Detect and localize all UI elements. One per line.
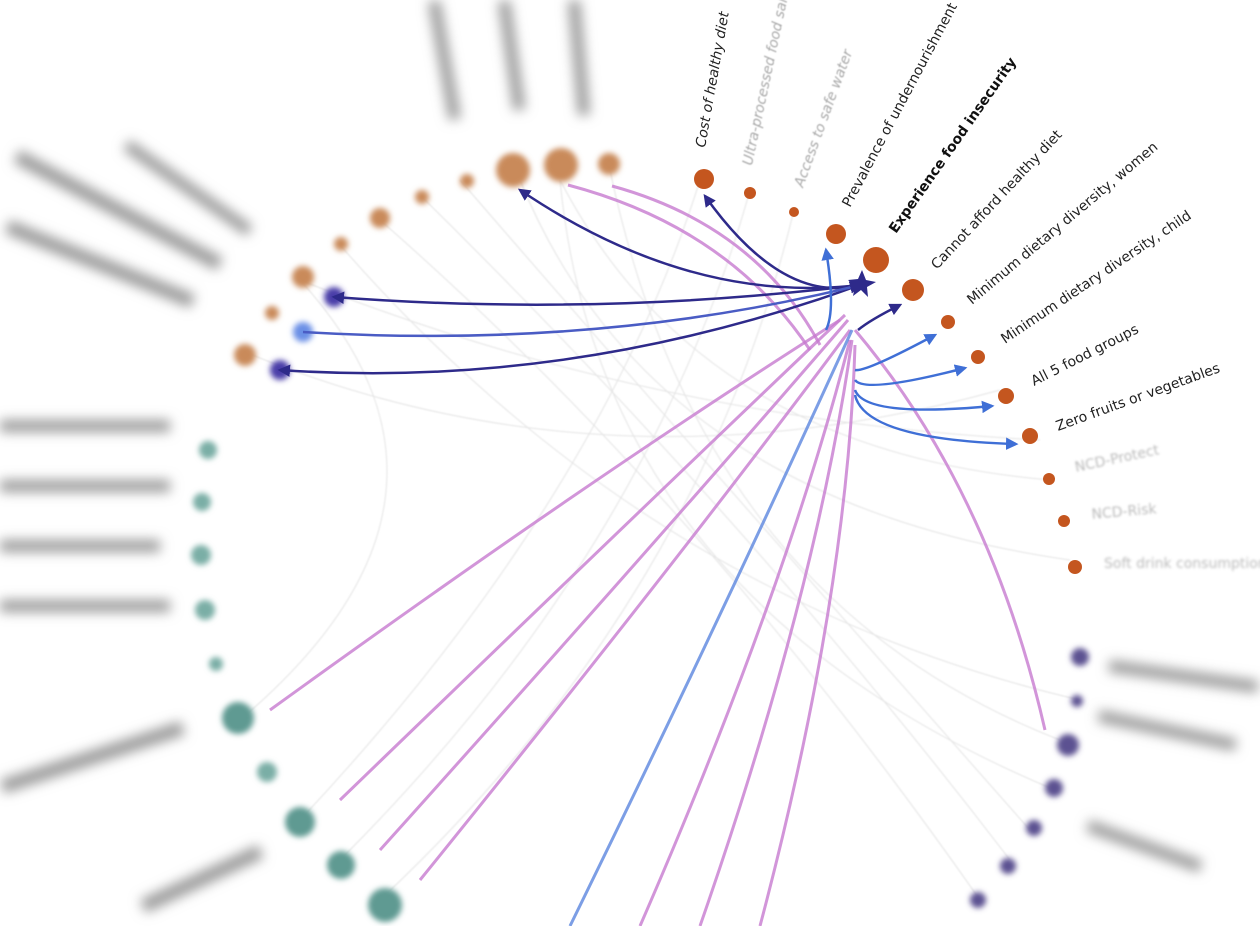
link (853, 329, 1047, 731)
node (694, 169, 714, 189)
link (854, 333, 938, 372)
node (863, 247, 889, 273)
node-label: Minimum dietary diversity, women (964, 139, 1161, 308)
link (568, 329, 854, 926)
link (821, 247, 834, 331)
link (269, 318, 841, 712)
node (789, 207, 799, 217)
node (744, 187, 756, 199)
background-links (239, 169, 1081, 901)
node (971, 350, 985, 364)
link (517, 188, 861, 290)
node (941, 315, 955, 329)
node (1043, 473, 1055, 485)
highlight-links (269, 183, 1047, 926)
node (1058, 515, 1070, 527)
link (853, 364, 968, 387)
link (611, 184, 822, 346)
link (853, 394, 1019, 450)
link (853, 389, 995, 414)
node-label: Cost of healthy diet (693, 10, 733, 149)
link (378, 319, 850, 852)
node-label: Zero fruits or vegetables (1054, 360, 1222, 434)
hub-star (848, 270, 876, 297)
link (638, 339, 852, 926)
blurred-nodes (191, 148, 1089, 922)
node-label: NCD-Protect (1074, 442, 1162, 476)
link (758, 344, 857, 926)
link (331, 283, 861, 306)
link (277, 283, 861, 377)
link (418, 329, 852, 881)
link (302, 281, 863, 338)
node-label: Minimum dietary diversity, child (998, 208, 1194, 348)
link (703, 193, 861, 290)
node-label: Soft drink consumption (1104, 556, 1260, 572)
link (567, 183, 812, 351)
node-label: All 5 food groups (1029, 322, 1142, 390)
link (338, 313, 847, 802)
node (998, 388, 1014, 404)
node-label: Prevalence of undernourishment (839, 0, 961, 210)
link (857, 303, 903, 331)
node (1068, 560, 1082, 574)
node (826, 224, 846, 244)
node-label: Access to safe water (791, 47, 856, 191)
link (698, 339, 854, 926)
node-label: Ultra-processed food sales (740, 0, 794, 167)
node (1022, 428, 1038, 444)
node-label: NCD-Risk (1091, 501, 1158, 523)
node (902, 279, 924, 301)
